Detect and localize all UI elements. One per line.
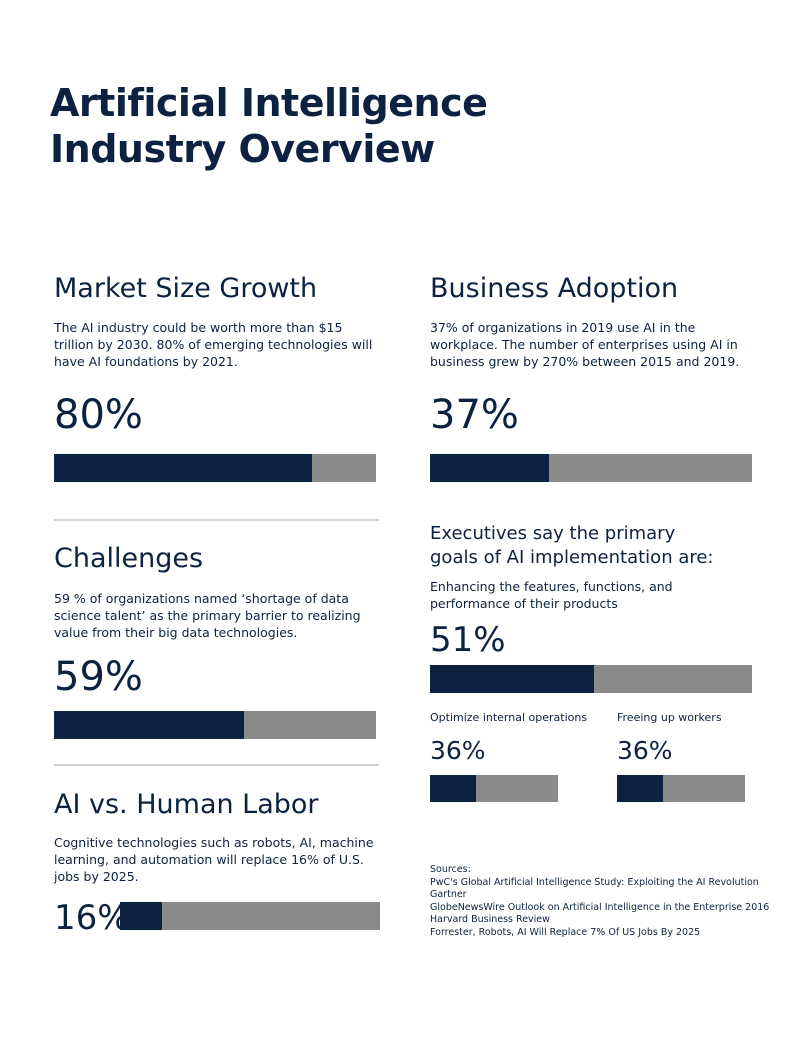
labor-progress-fill	[120, 902, 162, 930]
market-progress-fill	[54, 454, 312, 482]
page-title-line-1: Artificial Intelligence	[50, 81, 488, 125]
goals-internal-stat: 36%	[430, 736, 486, 765]
page-title: Artificial Intelligence Industry Overvie…	[50, 80, 610, 172]
page-title-line-2: Industry Overview	[50, 127, 435, 171]
goals-heading-line-2: goals of AI implementation are:	[430, 547, 714, 568]
goals-primary-progress-fill	[430, 665, 595, 693]
adoption-description: 37% of organizations in 2019 use AI in t…	[430, 320, 740, 369]
source-item: Forrester, Robots, AI Will Replace 7% Of…	[430, 926, 701, 938]
goals-primary-label: Enhancing the features, functions, and p…	[430, 579, 673, 611]
adoption-heading: Business Adoption	[430, 273, 679, 304]
adoption-stat: 37%	[430, 392, 519, 438]
challenges-progress-fill	[54, 711, 244, 739]
labor-progress-bar	[120, 902, 380, 930]
source-item: GlobeNewsWire Outlook on Artificial Inte…	[430, 901, 770, 913]
goals-heading-line-1: Executives say the primary	[430, 523, 676, 544]
goals-internal-label: Optimize internal operations	[430, 711, 588, 724]
goals-workers-stat: 36%	[617, 736, 673, 765]
challenges-progress-bar	[54, 711, 376, 739]
goals-internal-progress-bar	[430, 775, 558, 802]
divider-1	[54, 519, 379, 521]
challenges-description: 59 % of organizations named ‘shortage of…	[54, 591, 361, 640]
goals-primary-stat: 51%	[430, 620, 506, 660]
market-description: The AI industry could be worth more than…	[54, 320, 373, 369]
challenges-stat: 59%	[54, 654, 143, 700]
goals-internal-progress-fill	[430, 775, 477, 802]
adoption-progress-fill	[430, 454, 550, 482]
source-item: Gartner	[430, 889, 467, 900]
adoption-progress-bar	[430, 454, 752, 482]
labor-description: Cognitive technologies such as robots, A…	[54, 835, 374, 884]
goals-workers-progress-fill	[617, 775, 664, 802]
market-heading: Market Size Growth	[54, 273, 318, 304]
source-item: Harvard Business Review	[430, 914, 550, 925]
market-stat: 80%	[54, 392, 143, 438]
labor-heading: AI vs. Human Labor	[54, 789, 319, 820]
divider-2	[54, 764, 379, 766]
market-progress-bar	[54, 454, 376, 482]
goals-workers-label: Freeing up workers	[617, 711, 722, 724]
goals-workers-progress-bar	[617, 775, 745, 802]
challenges-heading: Challenges	[54, 543, 204, 574]
goals-primary-progress-bar	[430, 665, 752, 693]
goals-heading: Executives say the primary goals of AI i…	[430, 522, 714, 570]
labor-stat: 16%	[54, 898, 130, 938]
sources: Sources: PwC's Global Artificial Intelli…	[430, 864, 769, 939]
source-item: PwC's Global Artificial Intelligence Stu…	[430, 876, 759, 888]
sources-heading: Sources:	[430, 864, 471, 875]
